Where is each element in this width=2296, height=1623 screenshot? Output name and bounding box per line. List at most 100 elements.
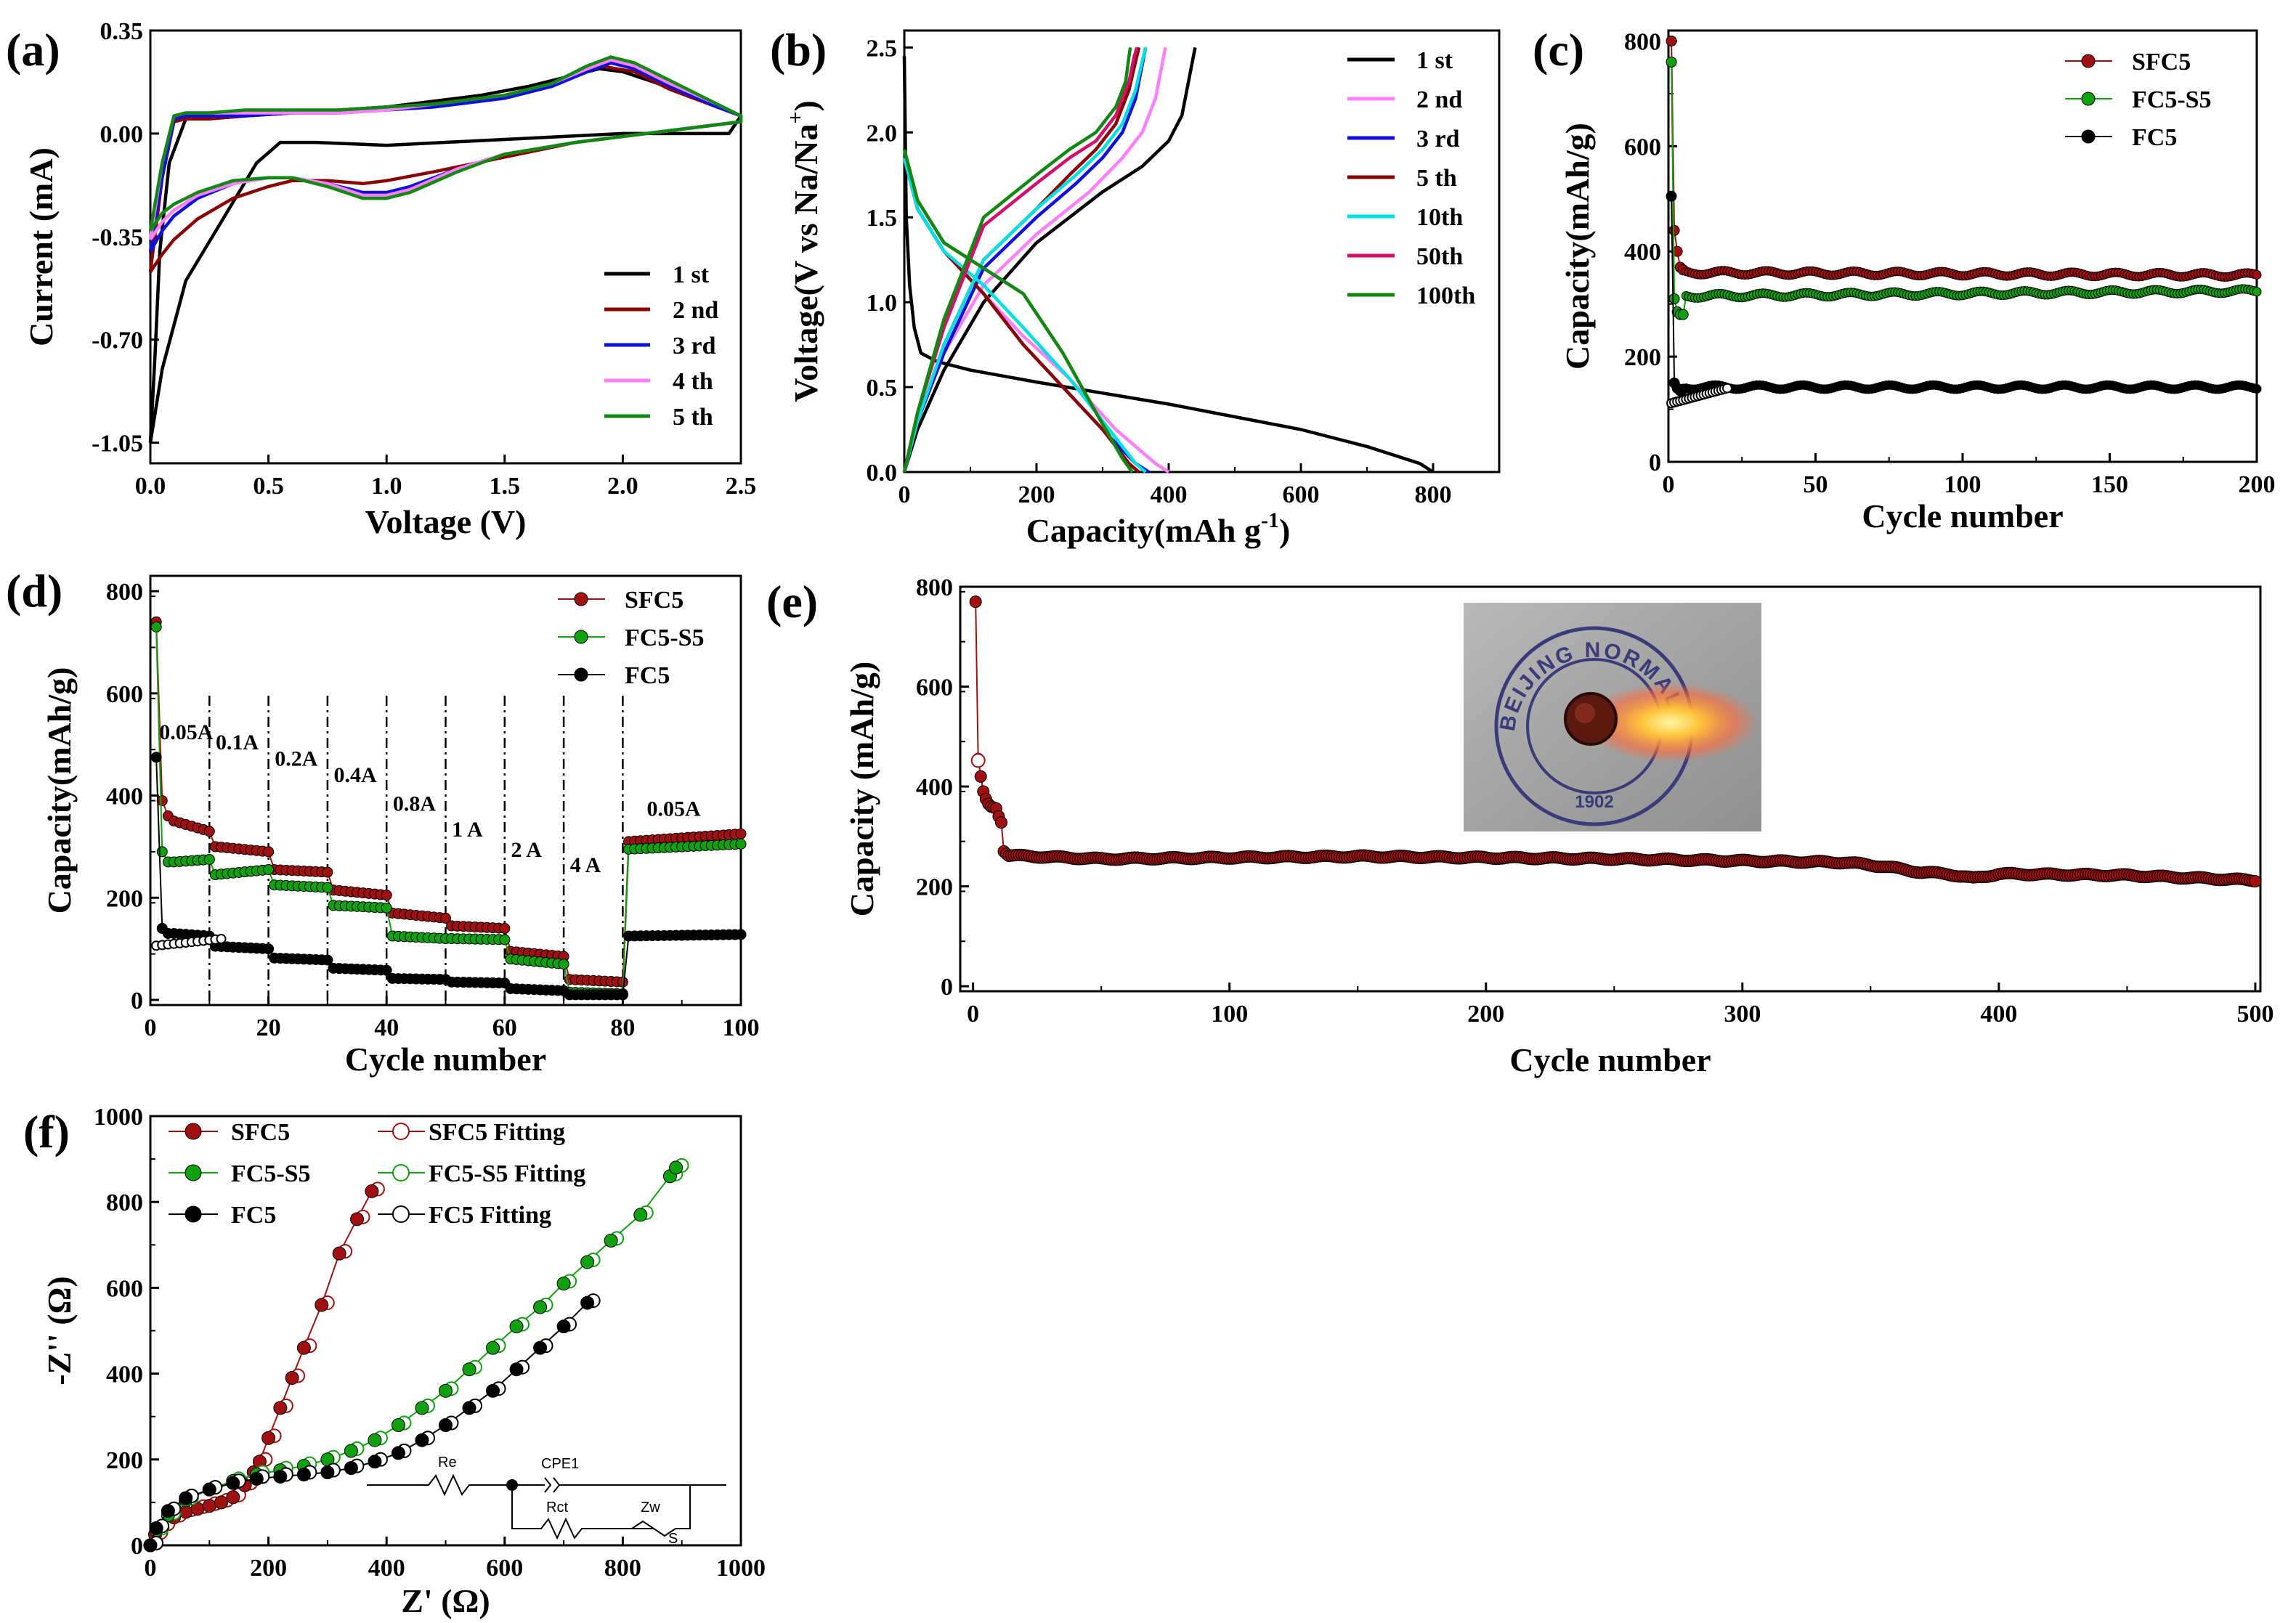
y-tick-label: 1.5 — [867, 205, 898, 232]
data-point — [1668, 224, 1680, 236]
cv-curve-5th — [148, 55, 743, 232]
y-tick-label: 200 — [916, 874, 953, 901]
y-tick-label: 400 — [106, 784, 143, 810]
discharge-curve-10th — [902, 157, 1147, 473]
y-tick-label: 0 — [131, 1533, 143, 1560]
legend-fit-marker — [392, 1123, 410, 1140]
data-point — [285, 1371, 299, 1386]
rate-label: 0.05A — [159, 720, 214, 744]
y-tick-label: 0.35 — [100, 18, 144, 45]
data-point — [1677, 309, 1689, 320]
data-point — [179, 1491, 193, 1505]
y-axis-title-main: Voltage(V vs Na/Na — [787, 124, 824, 402]
data-point — [249, 1471, 264, 1486]
panel-a-cyclic-voltammetry: 0.0 0.5 1.0 1.5 2.0 2.5 0.35 0.00 -0.35 -0.70 -1.0… — [6, 18, 756, 540]
data-point — [2249, 875, 2262, 888]
y-tick-label: 800 — [106, 579, 143, 606]
data-point — [381, 964, 392, 976]
x-tick-label: 300 — [1724, 1001, 1761, 1028]
legend-label: FC5-S5 — [625, 625, 705, 651]
data-point — [969, 595, 982, 609]
y-tick-label: 800 — [1624, 28, 1661, 55]
data-point — [1666, 190, 1677, 202]
data-point — [556, 1276, 571, 1290]
data-point — [580, 1255, 595, 1269]
x-axis-title: Voltage (V) — [365, 503, 527, 540]
x-tick-label: 800 — [604, 1555, 641, 1582]
data-point — [669, 1160, 683, 1175]
y-axis-title-end: ) — [787, 100, 824, 111]
x-tick-label: 0 — [1663, 471, 1675, 498]
legend-marker — [184, 1123, 202, 1140]
circuit-wire — [676, 1485, 691, 1529]
data-point — [391, 1446, 405, 1460]
data-point — [296, 1467, 311, 1481]
circuit-cpe-right — [553, 1477, 561, 1493]
charge-curve-100th — [902, 47, 1132, 473]
y-axis-title: Capacity(mAh/g) — [1559, 123, 1596, 370]
y-tick-label: 600 — [1624, 134, 1661, 160]
y-tick-label: 800 — [916, 574, 953, 601]
circuit-rct — [511, 1485, 654, 1540]
legend-label: 10th — [1416, 204, 1463, 231]
discharge-curve-1st — [902, 56, 1435, 473]
y-axis-title: Capacity(mAh/g) — [41, 667, 78, 914]
panel-f-impedance: 0 200 400 600 800 1000 0 200 400 600 800 1000 (f) Z' … — [23, 1104, 766, 1619]
legend-marker — [184, 1205, 202, 1223]
plot-frame — [903, 29, 1501, 473]
x-tick-label: 400 — [1151, 481, 1188, 508]
legend-marker — [2081, 91, 2096, 106]
y-tick-label: 1.0 — [867, 290, 898, 317]
y-tick-label: 200 — [1624, 344, 1661, 371]
legend-fit-marker — [392, 1164, 410, 1181]
charge-curve-1st — [902, 46, 1197, 473]
y-tick-label: 2.0 — [867, 120, 898, 147]
data-point — [994, 816, 1007, 829]
x-axis-title: Z' (Ω) — [401, 1582, 490, 1619]
x-tick-label: 1.5 — [490, 473, 521, 500]
data-point — [415, 1433, 429, 1447]
data-point — [580, 1295, 595, 1310]
data-point — [150, 752, 162, 763]
x-axis-title-main: Capacity(mAh g — [1026, 512, 1261, 549]
data-point — [315, 1298, 329, 1312]
x-tick-label: 80 — [610, 1014, 635, 1041]
coin-cell-highlight — [1575, 703, 1595, 723]
data-point — [368, 1433, 382, 1447]
legend-fit-label: FC5 Fitting — [429, 1202, 551, 1229]
data-point — [633, 1208, 648, 1222]
data-point — [735, 929, 747, 940]
x-tick-label: 150 — [2091, 471, 2128, 498]
data-point — [202, 1499, 216, 1513]
x-tick-label: 200 — [1467, 1001, 1504, 1028]
y-tick-label: 600 — [916, 675, 953, 701]
x-tick-label: 100 — [1211, 1001, 1248, 1028]
data-point — [150, 621, 162, 632]
x-tick-label: 0.0 — [135, 473, 166, 500]
data-point — [320, 1465, 335, 1480]
legend-label: 50th — [1416, 243, 1463, 270]
circuit-label-zw-sub: S — [668, 1531, 678, 1547]
data-point — [415, 1401, 429, 1415]
data-point — [2252, 287, 2262, 297]
data-point — [226, 1490, 240, 1505]
data-point — [556, 1319, 571, 1334]
data-point — [203, 826, 215, 837]
plot-frame — [959, 585, 2262, 993]
y-tick-label: 2.5 — [867, 35, 898, 62]
data-point — [263, 864, 275, 876]
rate-label: 0.8A — [393, 792, 437, 816]
seal-year: 1902 — [1575, 792, 1613, 812]
x-tick-label: 400 — [368, 1555, 405, 1582]
data-point — [322, 866, 333, 878]
legend-marker — [2081, 129, 2096, 144]
x-tick-label: 0 — [967, 1001, 979, 1028]
legend-label: 4 th — [673, 368, 713, 395]
x-tick-label: 40 — [374, 1014, 399, 1041]
legend-fit-label: FC5-S5 Fitting — [429, 1160, 585, 1187]
rate-label: 0.2A — [275, 747, 318, 771]
x-tick-label: 20 — [256, 1014, 281, 1041]
data-point — [273, 1469, 288, 1484]
data-point — [344, 1461, 358, 1476]
